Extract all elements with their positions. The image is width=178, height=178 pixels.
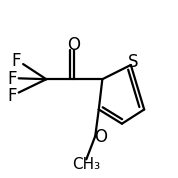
Text: F: F bbox=[11, 51, 21, 70]
Text: F: F bbox=[7, 70, 17, 88]
Text: S: S bbox=[128, 53, 139, 71]
Text: CH₃: CH₃ bbox=[72, 157, 100, 172]
Text: F: F bbox=[7, 87, 17, 105]
Text: O: O bbox=[67, 36, 80, 54]
Text: O: O bbox=[94, 127, 107, 146]
